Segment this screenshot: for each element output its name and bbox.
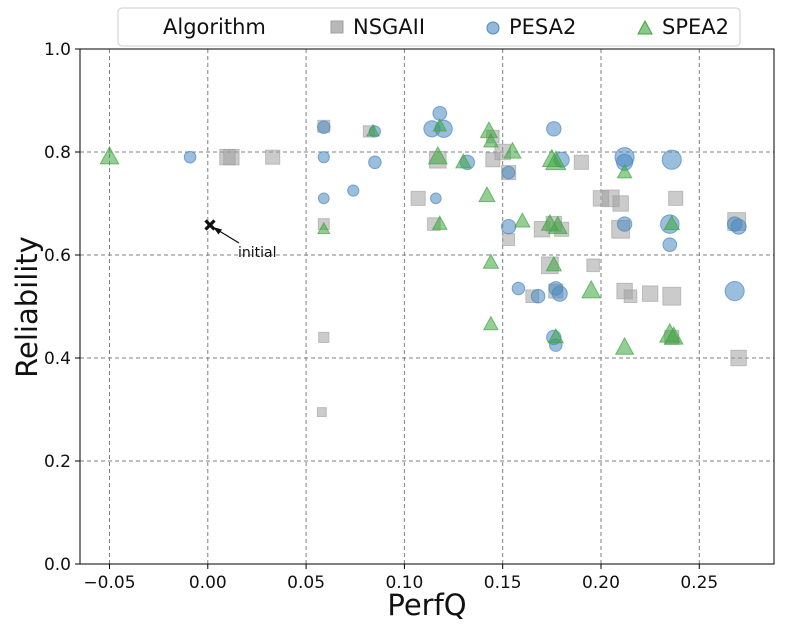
legend-spea2-label: SPEA2 <box>662 15 729 39</box>
spea2-point <box>513 212 531 228</box>
nsgaii-point <box>612 195 629 212</box>
spea2-point <box>482 132 499 148</box>
spea2-point <box>482 315 499 331</box>
nsgaii-point <box>318 331 330 343</box>
spea2-point <box>581 279 602 299</box>
series-points <box>99 106 747 418</box>
nsgaii-point <box>573 154 589 170</box>
x-tick-label: 0.25 <box>680 573 718 593</box>
pesa2-point <box>347 184 360 197</box>
nsgaii-point <box>502 233 516 247</box>
series-pesa2 <box>183 106 747 352</box>
legend-title: Algorithm <box>163 15 266 39</box>
x-tick-label: 0.05 <box>287 573 325 593</box>
pesa2-point <box>511 281 526 296</box>
spea2-point <box>663 214 681 231</box>
legend: Algorithm NSGAII PESA2 SPEA2 <box>117 7 741 47</box>
spea2-point <box>663 326 684 345</box>
pesa2-point <box>500 218 517 235</box>
x-tick-label: −0.05 <box>83 573 135 593</box>
nsgaii-point <box>662 286 682 306</box>
axis-ticks: −0.05 0.00 0.05 0.10 0.15 0.20 0.25 0.0 0.2 0.4 0.… <box>44 40 718 593</box>
spea2-point <box>432 118 448 132</box>
y-axis-label: Reliability <box>10 236 44 378</box>
spea2-point <box>616 163 633 179</box>
y-tick-label: 0.8 <box>44 143 71 163</box>
y-tick-label: 0.6 <box>44 246 71 266</box>
spea2-point <box>99 145 120 165</box>
spea2-point <box>482 253 500 269</box>
pesa2-point <box>662 237 678 253</box>
pesa2-point <box>551 285 568 302</box>
x-tick-label: 0.20 <box>582 573 620 593</box>
legend-pesa2-label: PESA2 <box>509 15 576 39</box>
spea2-point <box>366 123 380 137</box>
annotation-arrowhead <box>213 227 222 235</box>
nsgaii-point <box>316 407 327 418</box>
nsgaii-point <box>668 190 684 206</box>
nsgaii-point <box>265 149 281 165</box>
initial-annotation: initial <box>204 219 277 261</box>
nsgaii-point <box>586 258 600 273</box>
plot-frame <box>79 48 775 565</box>
pesa2-point <box>616 216 633 232</box>
pesa2-point <box>317 120 331 135</box>
y-tick-label: 1.0 <box>44 40 71 60</box>
legend-pesa2-circle <box>486 21 500 35</box>
spea2-point <box>544 150 567 171</box>
y-tick-label: 0.4 <box>44 349 71 369</box>
x-tick-label: 0.00 <box>189 573 227 593</box>
legend-nsgaii-square <box>330 20 344 34</box>
pesa2-point <box>530 288 546 304</box>
nsgaii-point <box>623 289 638 304</box>
pesa2-point <box>730 218 747 235</box>
spea2-point <box>455 152 472 169</box>
pesa2-point <box>546 121 562 137</box>
annotation-label: initial <box>238 245 277 261</box>
x-tick-label: 0.10 <box>385 573 423 593</box>
y-tick-label: 0.0 <box>44 555 71 575</box>
pesa2-point <box>429 192 442 205</box>
spea2-point <box>547 328 565 344</box>
pesa2-point <box>724 281 745 302</box>
series-spea2 <box>99 118 684 355</box>
nsgaii-point <box>641 285 659 302</box>
x-axis-label: PerfQ <box>387 588 466 622</box>
pesa2-point <box>501 165 516 180</box>
spea2-point <box>547 215 568 234</box>
legend-spea2-triangle <box>637 19 653 35</box>
legend-nsgaii-label: NSGAII <box>353 15 425 39</box>
nsgaii-point <box>730 349 747 367</box>
pesa2-point <box>317 151 330 164</box>
spea2-point <box>431 215 448 230</box>
spea2-point <box>427 145 448 165</box>
x-tick-label: 0.15 <box>484 573 522 593</box>
y-tick-label: 0.2 <box>44 452 71 472</box>
spea2-point <box>317 221 331 235</box>
spea2-point <box>614 336 635 355</box>
pesa2-point <box>661 149 682 170</box>
spea2-point <box>503 141 522 159</box>
nsgaii-point <box>223 148 240 166</box>
nsgaii-point <box>410 190 426 206</box>
spea2-point <box>545 255 563 272</box>
pesa2-point <box>183 150 197 164</box>
pesa2-point <box>317 192 330 205</box>
initial-marker <box>204 219 216 231</box>
spea2-point <box>478 186 496 203</box>
legend-box <box>117 7 741 47</box>
pesa2-point <box>368 155 382 170</box>
